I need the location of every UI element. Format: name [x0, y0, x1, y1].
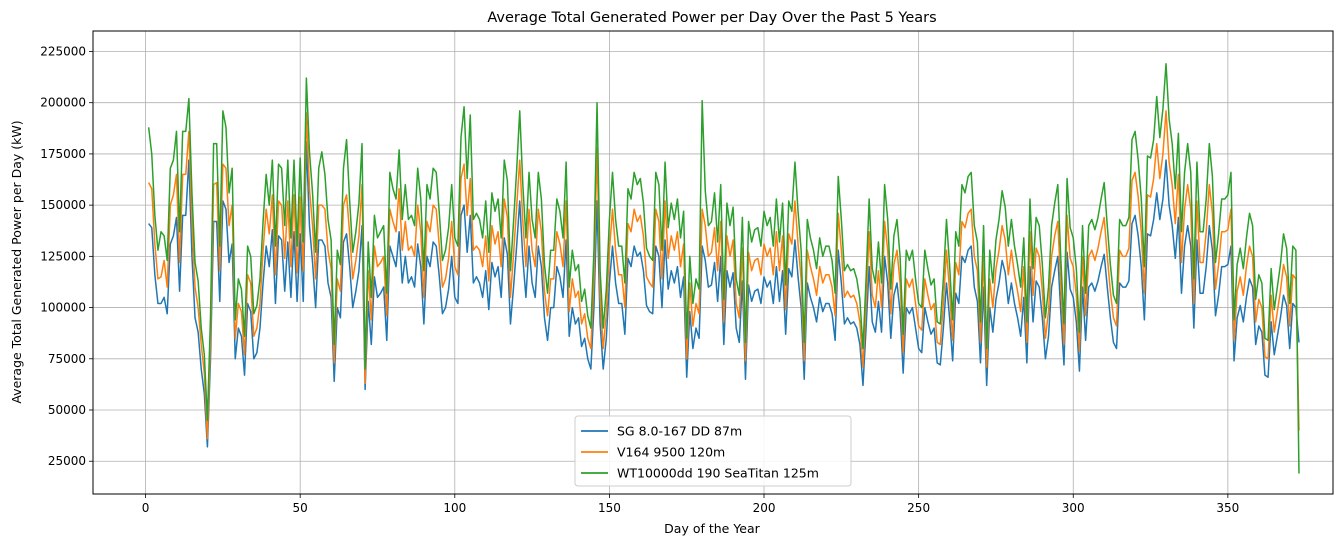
legend-label: V164 9500 120m — [617, 445, 725, 460]
y-tick-label: 75000 — [48, 352, 86, 366]
y-tick-label: 200000 — [40, 96, 86, 110]
x-axis-label: Day of the Year — [664, 521, 760, 536]
y-axis-label: Average Total Generated Power per Day (k… — [9, 120, 24, 403]
x-tick-label: 0 — [142, 501, 150, 515]
x-tick-label: 50 — [293, 501, 308, 515]
series-line-wt10000dd-190-seatitan-125m — [147, 63, 1300, 474]
x-tick-label: 250 — [907, 501, 930, 515]
series-lines — [147, 63, 1300, 474]
x-tick-label: 200 — [753, 501, 776, 515]
y-axis-ticks: 25000 50000 75000 100000 125000 150000 175000 2… — [40, 44, 93, 468]
series-line-v164-9500-120m — [147, 110, 1300, 440]
y-tick-label: 150000 — [40, 198, 86, 212]
y-tick-label: 175000 — [40, 147, 86, 161]
legend-label: SG 8.0-167 DD 87m — [617, 424, 742, 439]
y-tick-label: 50000 — [48, 403, 86, 417]
legend-label: WT10000dd 190 SeaTitan 125m — [617, 466, 819, 481]
x-tick-label: 150 — [598, 501, 621, 515]
x-axis-ticks: 0 50 100 150 200 250 300 350 — [142, 494, 1239, 515]
x-tick-label: 100 — [443, 501, 466, 515]
legend: SG 8.0-167 DD 87m V164 9500 120m WT10000dd… — [574, 415, 852, 487]
legend-box — [574, 415, 852, 487]
plot-frame — [92, 30, 1334, 495]
y-tick-label: 225000 — [40, 44, 86, 58]
series-line-sg-8-0-167-dd-87m — [148, 140, 1300, 448]
y-tick-label: 125000 — [40, 249, 86, 263]
chart-title: Average Total Generated Power per Day Ov… — [487, 10, 936, 26]
x-tick-label: 300 — [1062, 501, 1085, 515]
y-tick-label: 25000 — [48, 454, 86, 468]
x-tick-label: 350 — [1216, 501, 1239, 515]
y-tick-label: 100000 — [40, 301, 86, 315]
